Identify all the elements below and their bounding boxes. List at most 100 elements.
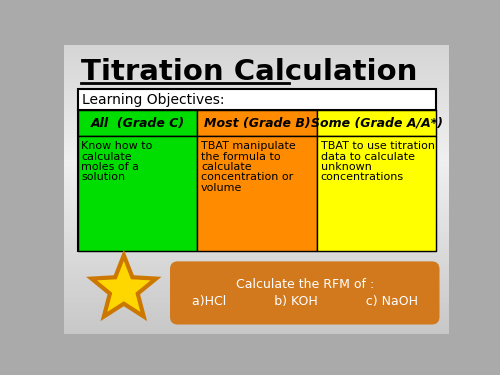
Bar <box>64 105 449 106</box>
Bar <box>64 277 449 278</box>
Bar <box>64 82 449 84</box>
Text: All  (Grade C): All (Grade C) <box>90 117 184 130</box>
Bar <box>64 65 449 66</box>
Bar <box>64 158 449 159</box>
Bar <box>64 280 449 281</box>
Bar <box>64 163 449 164</box>
Bar <box>64 69 449 70</box>
Bar <box>64 126 449 127</box>
Bar <box>64 274 449 275</box>
Bar <box>64 124 449 125</box>
Bar <box>64 94 449 95</box>
Bar <box>64 250 449 251</box>
Bar <box>64 108 449 109</box>
Bar <box>64 322 449 323</box>
Bar <box>64 317 449 318</box>
Bar <box>64 312 449 313</box>
Bar <box>64 247 449 248</box>
Bar <box>64 156 449 157</box>
Bar <box>64 69 449 70</box>
Bar <box>64 131 449 132</box>
Bar <box>64 238 449 240</box>
Bar <box>64 168 449 169</box>
Bar <box>64 296 449 297</box>
Bar <box>64 186 449 188</box>
Bar <box>64 270 449 271</box>
Bar <box>64 180 449 181</box>
Bar <box>64 185 449 186</box>
Bar <box>64 331 449 332</box>
Bar <box>64 206 449 207</box>
Bar <box>64 132 449 134</box>
Bar <box>64 332 449 333</box>
Bar <box>64 129 449 130</box>
Bar <box>64 314 449 315</box>
Bar <box>64 239 449 241</box>
Bar <box>64 57 449 58</box>
Bar <box>64 122 449 123</box>
Bar <box>64 172 449 173</box>
Bar <box>64 175 449 176</box>
Bar <box>64 89 449 90</box>
Bar <box>64 221 449 222</box>
Bar <box>64 73 449 74</box>
Bar <box>64 237 449 238</box>
Bar <box>64 94 449 96</box>
Bar <box>64 248 449 249</box>
Bar <box>64 111 449 112</box>
Bar <box>64 252 449 253</box>
Bar <box>64 314 449 315</box>
Bar <box>64 215 449 216</box>
Bar <box>64 303 449 304</box>
Bar <box>64 234 449 235</box>
Bar <box>64 228 449 229</box>
Bar <box>64 254 449 255</box>
Bar <box>64 132 449 133</box>
Bar <box>64 236 449 237</box>
Bar <box>64 123 449 124</box>
Bar <box>64 130 449 131</box>
Bar <box>64 222 449 224</box>
Bar <box>64 240 449 242</box>
Bar <box>64 78 449 79</box>
Bar <box>64 141 449 142</box>
Bar <box>64 305 449 306</box>
Bar <box>64 232 449 233</box>
Bar <box>64 150 449 151</box>
Bar <box>64 200 449 201</box>
Bar <box>64 116 449 117</box>
Bar <box>64 208 449 209</box>
Bar <box>64 107 449 108</box>
Bar <box>64 192 449 194</box>
Bar <box>64 93 449 94</box>
Bar <box>64 179 449 180</box>
Bar <box>64 267 449 268</box>
Bar <box>64 128 449 129</box>
Bar <box>64 152 449 154</box>
Text: concentrations: concentrations <box>320 172 404 182</box>
Bar <box>64 49 449 50</box>
Bar <box>64 226 449 227</box>
Bar <box>64 162 449 164</box>
Bar <box>64 201 449 202</box>
Bar <box>64 165 449 166</box>
Bar <box>64 117 449 118</box>
Bar <box>64 276 449 277</box>
Bar <box>64 187 449 188</box>
Bar <box>64 316 449 317</box>
Bar <box>64 110 449 111</box>
Bar <box>64 134 449 135</box>
Bar <box>64 243 449 244</box>
Bar <box>64 261 449 262</box>
Bar <box>64 279 449 280</box>
Bar <box>64 207 449 208</box>
Bar <box>64 85 449 86</box>
Bar <box>64 278 449 279</box>
Bar <box>64 146 449 147</box>
Text: Learning Objectives:: Learning Objectives: <box>82 93 225 106</box>
Bar <box>64 75 449 76</box>
Bar <box>64 145 449 146</box>
Text: volume: volume <box>201 183 242 193</box>
Bar <box>64 58 449 60</box>
Bar <box>64 303 449 304</box>
